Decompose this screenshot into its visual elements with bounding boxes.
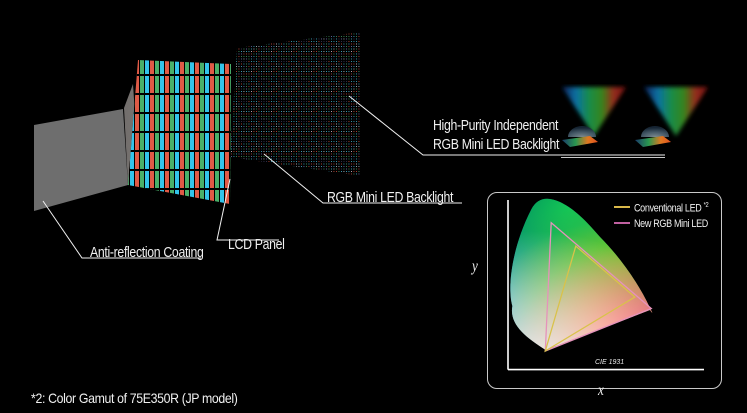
svg-text:CIE 1931: CIE 1931 [595, 359, 624, 366]
